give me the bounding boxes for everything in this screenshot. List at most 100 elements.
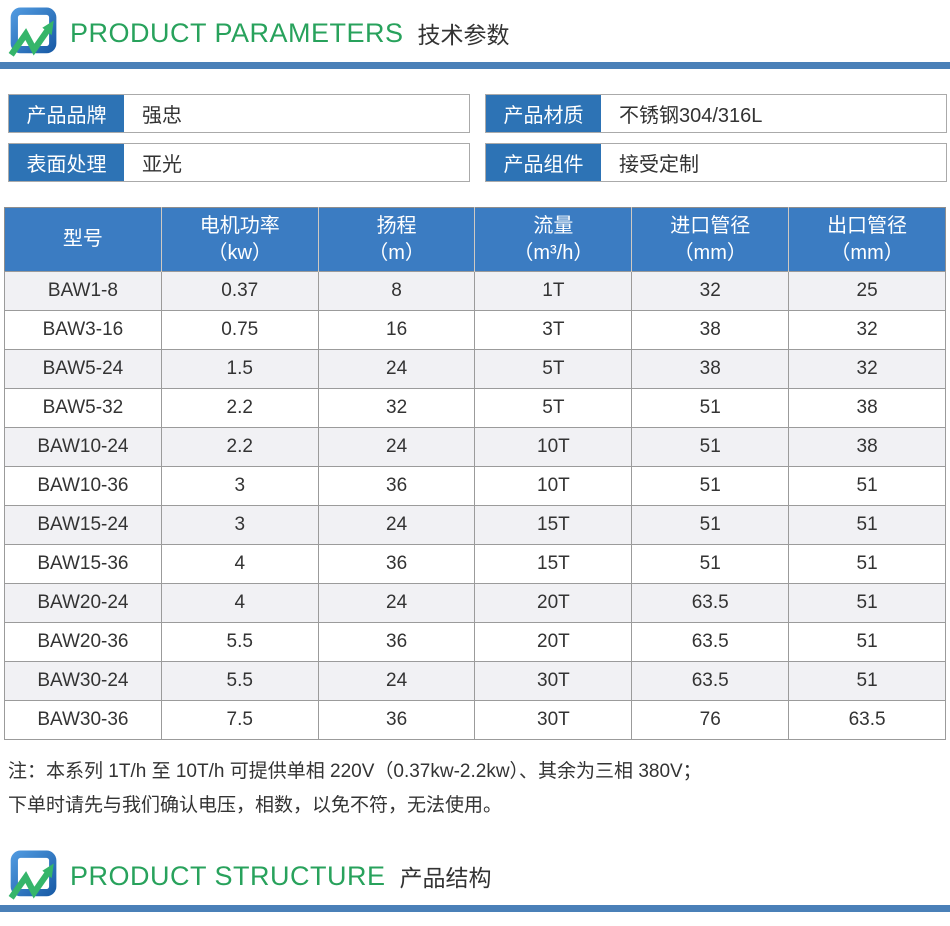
table-cell: 0.37 — [160, 271, 319, 311]
table-row: BAW10-24 2.2 24 10T 51 38 — [4, 427, 946, 467]
column-header: 扬程 （m） — [318, 207, 476, 272]
column-header: 电机功率 （kw） — [161, 207, 319, 272]
table-cell: 24 — [317, 427, 476, 467]
table-row: BAW10-36 3 36 10T 51 51 — [4, 466, 946, 506]
table-cell: BAW20-24 — [4, 583, 162, 623]
table-cell: 30T — [474, 661, 633, 701]
table-cell: 4 — [160, 583, 319, 623]
table-cell: BAW15-36 — [4, 544, 162, 584]
table-cell: 51 — [631, 505, 790, 545]
table-cell: BAW10-24 — [4, 427, 162, 467]
info-row: 表面处理 亚光 — [8, 143, 470, 182]
table-cell: 63.5 — [788, 700, 946, 740]
table-cell: 51 — [788, 505, 946, 545]
info-value: 亚光 — [142, 154, 182, 176]
table-row: BAW30-24 5.5 24 30T 63.5 51 — [4, 661, 946, 701]
column-header: 型号 — [4, 207, 162, 272]
table-row: BAW1-8 0.37 8 1T 32 25 — [4, 271, 946, 311]
table-cell: BAW30-36 — [4, 700, 162, 740]
structure-section-header: PRODUCT STRUCTURE 产品结构 — [0, 843, 950, 903]
table-cell: 36 — [317, 544, 476, 584]
info-row: 产品材质 不锈钢304/316L — [485, 94, 947, 133]
table-cell: 51 — [631, 544, 790, 584]
table-cell: 51 — [788, 466, 946, 506]
note-line: 注：本系列 1T/h 至 10T/h 可提供单相 220V（0.37kw-2.2… — [8, 761, 702, 782]
spec-table-head-row: 型号 电机功率 （kw） 扬程 （m） 流量 （m³/h） 进口管径 （mm） 出口管径 （mm） — [4, 207, 946, 272]
table-cell: BAW5-32 — [4, 388, 162, 428]
table-row: BAW20-36 5.5 36 20T 63.5 51 — [4, 622, 946, 662]
table-cell: 51 — [631, 466, 790, 506]
table-row: BAW15-24 3 24 15T 51 51 — [4, 505, 946, 545]
table-cell: 20T — [474, 622, 633, 662]
brand-logo-icon — [6, 6, 60, 60]
table-cell: 24 — [317, 583, 476, 623]
table-cell: 24 — [317, 661, 476, 701]
table-cell: 8 — [317, 271, 476, 311]
table-cell: 5T — [474, 388, 633, 428]
table-row: BAW5-32 2.2 32 5T 51 38 — [4, 388, 946, 428]
table-cell: 51 — [788, 544, 946, 584]
table-cell: 51 — [788, 661, 946, 701]
table-cell: 38 — [788, 388, 946, 428]
table-row: BAW3-16 0.75 16 3T 38 32 — [4, 310, 946, 350]
column-header: 进口管径 （mm） — [631, 207, 790, 272]
table-cell: 38 — [631, 310, 790, 350]
info-value: 强忠 — [142, 105, 182, 127]
section-title-zh: 产品结构 — [399, 865, 492, 891]
table-cell: 1T — [474, 271, 633, 311]
section-title-en: PRODUCT PARAMETERS — [70, 17, 404, 48]
section-title-en: PRODUCT STRUCTURE — [70, 860, 386, 891]
table-cell: 2.2 — [160, 427, 319, 467]
table-cell: 38 — [788, 427, 946, 467]
table-cell: 36 — [317, 466, 476, 506]
table-cell: 5T — [474, 349, 633, 389]
table-cell: 3T — [474, 310, 633, 350]
table-cell: 1.5 — [160, 349, 319, 389]
table-cell: 63.5 — [631, 622, 790, 662]
info-value: 不锈钢304/316L — [619, 105, 763, 127]
table-cell: 3 — [160, 466, 319, 506]
info-row: 产品品牌 强忠 — [8, 94, 470, 133]
column-header: 流量 （m³/h） — [474, 207, 633, 272]
table-cell: 3 — [160, 505, 319, 545]
table-cell: 32 — [788, 310, 946, 350]
table-cell: BAW30-24 — [4, 661, 162, 701]
spec-table: 型号 电机功率 （kw） 扬程 （m） 流量 （m³/h） 进口管径 （mm） 出口管径 （mm） … — [4, 207, 946, 740]
table-cell: 16 — [317, 310, 476, 350]
table-cell: 5.5 — [160, 661, 319, 701]
table-cell: 30T — [474, 700, 633, 740]
info-label: 产品品牌 — [9, 95, 124, 132]
table-cell: 15T — [474, 505, 633, 545]
table-row: BAW5-24 1.5 24 5T 38 32 — [4, 349, 946, 389]
table-cell: 25 — [788, 271, 946, 311]
table-cell: 32 — [631, 271, 790, 311]
spec-table-body: BAW1-8 0.37 8 1T 32 25 BAW3-16 0.75 16 3T 38 32 BAW5… — [4, 271, 946, 740]
table-row: BAW15-36 4 36 15T 51 51 — [4, 544, 946, 584]
table-cell: BAW20-36 — [4, 622, 162, 662]
table-cell: BAW1-8 — [4, 271, 162, 311]
table-cell: 4 — [160, 544, 319, 584]
parameters-section-header: PRODUCT PARAMETERS 技术参数 — [0, 0, 950, 60]
table-cell: 51 — [631, 427, 790, 467]
table-cell: BAW3-16 — [4, 310, 162, 350]
info-value: 接受定制 — [619, 154, 699, 176]
table-cell: 63.5 — [631, 661, 790, 701]
info-label: 表面处理 — [9, 144, 124, 181]
info-label: 产品组件 — [486, 144, 601, 181]
brand-logo-icon — [6, 849, 60, 903]
column-header: 出口管径 （mm） — [788, 207, 946, 272]
table-cell: 51 — [788, 622, 946, 662]
table-row: BAW20-24 4 24 20T 63.5 51 — [4, 583, 946, 623]
table-cell: 36 — [317, 700, 476, 740]
info-label: 产品材质 — [486, 95, 601, 132]
table-cell: 0.75 — [160, 310, 319, 350]
notes: 注：本系列 1T/h 至 10T/h 可提供单相 220V（0.37kw-2.2… — [8, 755, 950, 823]
table-cell: 32 — [788, 349, 946, 389]
info-row: 产品组件 接受定制 — [485, 143, 947, 182]
table-cell: 2.2 — [160, 388, 319, 428]
table-cell: 38 — [631, 349, 790, 389]
section-title-zh: 技术参数 — [417, 22, 510, 48]
table-cell: 51 — [788, 583, 946, 623]
table-row: BAW30-36 7.5 36 30T 76 63.5 — [4, 700, 946, 740]
info-grid: 产品品牌 强忠 产品材质 不锈钢304/316L 表面处理 亚光 产品组件 接受定制 — [8, 94, 947, 182]
